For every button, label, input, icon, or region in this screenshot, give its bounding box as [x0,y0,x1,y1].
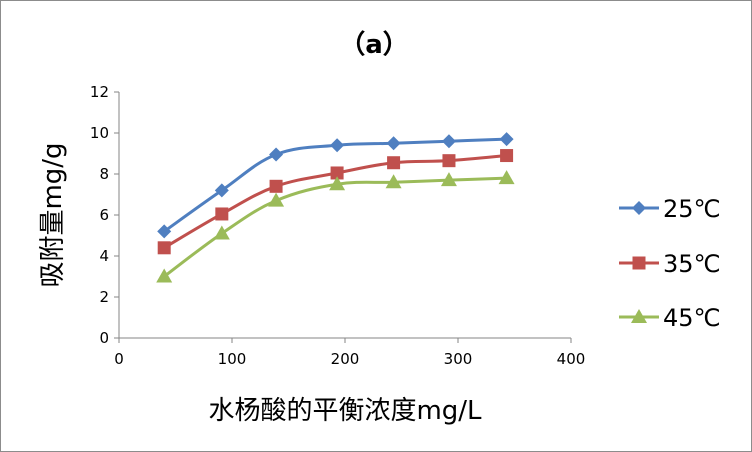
data-point [214,183,229,198]
legend-item: 35℃ [619,250,721,278]
data-point [387,156,401,170]
series-3 [156,170,515,283]
data-point [329,176,346,191]
x-tick-label: 400 [557,350,586,368]
data-point [269,179,283,193]
legend-item: 45℃ [619,304,721,332]
y-tick-label: 2 [99,288,109,306]
legend-item: 25℃ [619,195,721,223]
legend: 25℃ 35℃ 45℃ [619,195,721,332]
legend-label: 25℃ [663,195,721,223]
data-point [215,207,229,221]
data-point [330,166,344,180]
series-line [163,176,507,278]
data-point [441,134,456,149]
data-point [499,132,514,147]
data-point [386,136,401,151]
data-point [498,170,515,185]
series-layer [156,132,515,283]
y-tick-label: 8 [99,165,109,183]
data-point [157,224,172,239]
x-tick-label: 0 [114,350,124,368]
y-tick-label: 0 [99,329,109,347]
y-tick-label: 4 [99,247,109,265]
legend-swatch-marker [632,201,646,215]
series-2 [157,149,514,255]
legend-label: 45℃ [663,304,721,332]
series-1 [157,132,514,239]
data-point [156,268,173,283]
y-tick-label: 12 [90,83,109,101]
data-point [385,174,402,189]
data-point [330,138,345,153]
data-point [268,192,285,207]
x-tick-label: 100 [218,350,247,368]
data-point [213,225,230,240]
y-tick-label: 6 [99,206,109,224]
axes: 0 2 4 6 8 10 12 0 100 200 300 400 [90,83,585,368]
data-point [269,147,284,162]
x-axis-label: 水杨酸的平衡浓度mg/L [208,396,482,426]
y-axis-label: 吸附量mg/g [38,142,68,287]
legend-swatch-marker [631,309,647,323]
legend-label: 35℃ [663,250,721,278]
chart-title: （a） [339,30,409,60]
y-tick-label: 10 [90,124,109,142]
data-point [440,172,457,187]
data-point [442,154,456,168]
data-point [157,241,171,255]
x-tick-label: 200 [331,350,360,368]
data-point [500,149,514,163]
legend-swatch-marker [632,256,646,270]
x-tick-label: 300 [444,350,473,368]
